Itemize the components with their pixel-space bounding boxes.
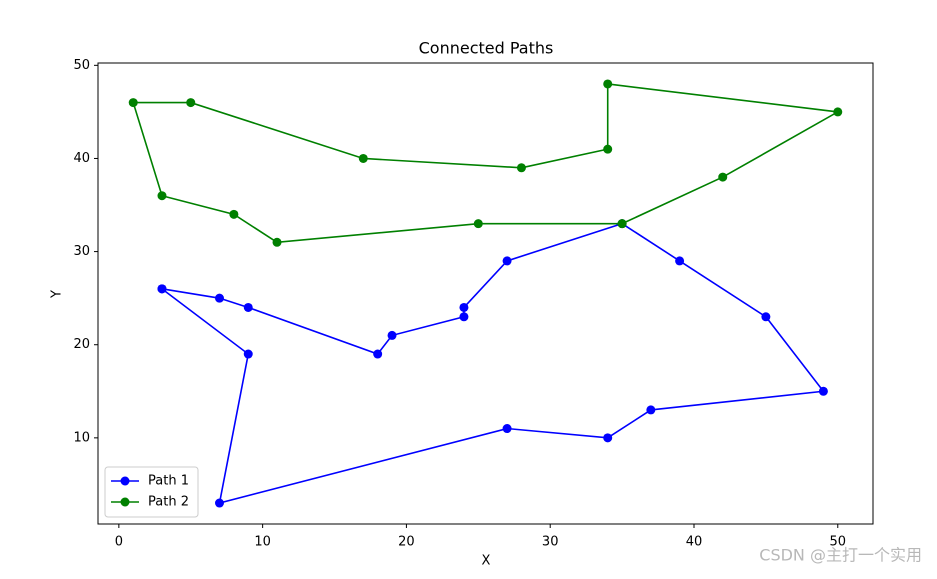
marker (272, 237, 282, 247)
marker (833, 107, 843, 117)
marker (186, 98, 196, 108)
marker (373, 349, 383, 359)
marker (516, 163, 526, 173)
legend-marker (120, 476, 130, 486)
marker (214, 498, 224, 508)
series-line (161, 222, 825, 505)
x-tick-label: 40 (686, 535, 703, 550)
marker (603, 79, 613, 89)
marker (358, 153, 368, 163)
marker (214, 293, 224, 303)
marker (603, 144, 613, 154)
marker (646, 405, 656, 415)
marker (617, 219, 627, 229)
x-axis-label: X (482, 554, 491, 569)
marker (502, 256, 512, 266)
legend-label: Path 1 (148, 474, 189, 489)
marker (459, 312, 469, 322)
y-axis-label: Y (50, 290, 65, 299)
marker (761, 312, 771, 322)
chart-title: Connected Paths (419, 39, 554, 58)
plot-frame (97, 62, 874, 525)
marker (718, 172, 728, 182)
watermark: CSDN @主打一个实用 (759, 546, 922, 565)
marker (387, 330, 397, 340)
legend-label: Path 2 (148, 495, 189, 510)
marker (502, 424, 512, 434)
y-tick-label: 20 (73, 337, 90, 352)
marker (459, 302, 469, 312)
marker (229, 209, 239, 219)
y-tick-label: 10 (73, 430, 90, 445)
marker (818, 386, 828, 396)
marker (243, 349, 253, 359)
marker (157, 284, 167, 294)
y-tick-label: 50 (73, 58, 90, 73)
x-tick-label: 20 (398, 535, 415, 550)
marker (473, 219, 483, 229)
x-tick-label: 10 (254, 535, 271, 550)
legend-marker (120, 497, 130, 507)
marker (675, 256, 685, 266)
y-tick-label: 40 (73, 151, 90, 166)
x-tick-label: 30 (542, 535, 559, 550)
series-line (132, 83, 841, 244)
marker (603, 433, 613, 443)
x-tick-label: 50 (829, 535, 846, 550)
marker (243, 302, 253, 312)
marker (128, 98, 138, 108)
x-tick-label: 0 (115, 535, 123, 550)
y-tick-label: 30 (73, 244, 90, 259)
marker (157, 191, 167, 201)
